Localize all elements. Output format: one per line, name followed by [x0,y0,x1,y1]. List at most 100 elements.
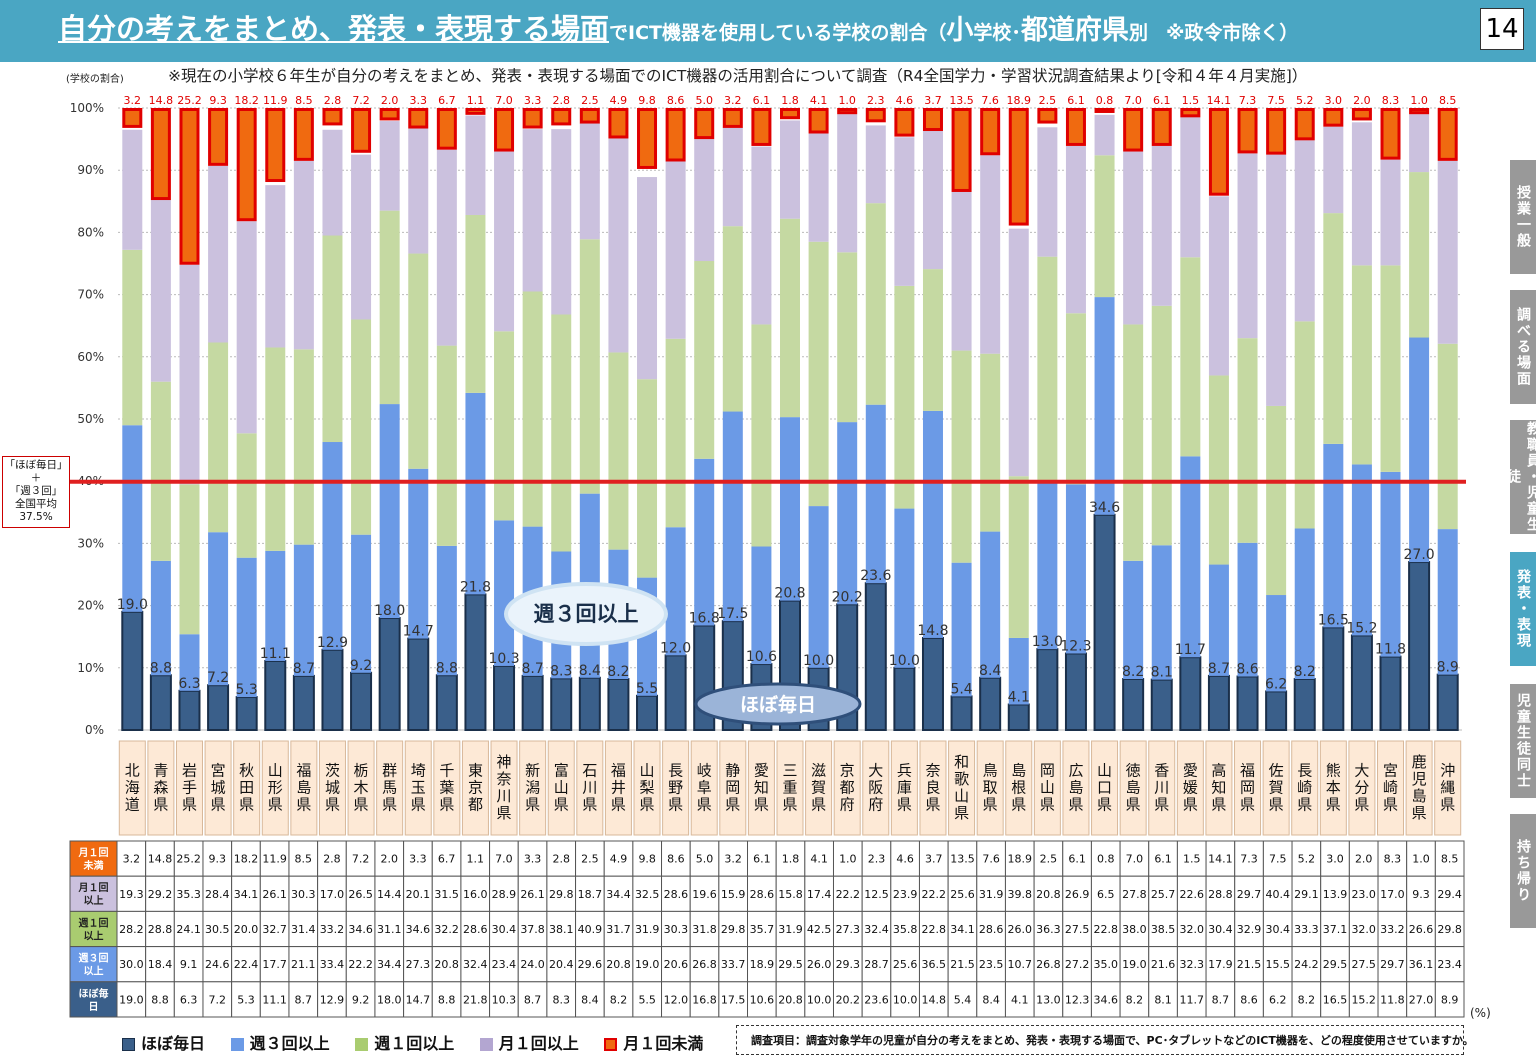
bar-monthly1-2 [179,264,200,485]
bar-monthly1-23 [780,120,800,219]
table-cell-weekly3-30: 23.5 [979,958,1004,971]
category-30-char-1: 取 [983,779,998,797]
bar-weekly3-40 [1266,595,1287,692]
bar-weekly1-4 [236,433,257,558]
bar-monthly1-3 [208,165,229,343]
bar-weekly1-45 [1409,172,1430,338]
side-tab-0[interactable]: 授業一般 [1510,160,1536,274]
bar-daily-7 [321,648,344,732]
table-cell-bg-weekly3-45 [1406,946,1436,983]
table-cell-monthly1-38: 28.8 [1208,888,1233,901]
category-33-char-2: 県 [1068,796,1083,814]
table-cell-bg-less-40 [1262,840,1293,877]
y-tick-0: 0% [85,723,104,737]
label-less-4: 18.2 [234,94,259,107]
category-22-char-0: 愛 [754,762,769,780]
category-39-char-2: 県 [1240,796,1255,814]
title-main: 自分の考えをまとめ、発表・表現する場面 [58,12,610,46]
bar-daily-19 [664,654,687,731]
category-23-char-0: 三 [782,762,797,780]
label-less-13: 7.0 [495,94,513,107]
bar-weekly1-9 [379,210,400,405]
category-21-char-1: 岡 [725,779,740,797]
category-45-char-2: 島 [1412,787,1427,805]
side-tab-4[interactable]: 児童生徒同士 [1510,684,1536,798]
table-cell-daily-16: 8.4 [581,993,599,1006]
table-cell-weekly3-2: 9.1 [180,958,198,971]
category-8-char-1: 木 [354,779,369,797]
table-cell-weekly3-22: 18.9 [750,958,775,971]
table-cell-daily-30: 8.4 [982,993,1000,1006]
bar-weekly3-10 [408,468,429,639]
legend-daily: ほぼ毎日 [122,1030,205,1054]
side-tab-5[interactable]: 持ち帰り [1510,814,1536,928]
side-tab-3[interactable]: 発表・表現 [1510,552,1536,666]
table-cell-monthly1-12: 16.0 [463,888,488,901]
side-tab-2[interactable]: 教職員・児童生徒 [1505,420,1536,534]
table-cell-monthly1-19: 28.6 [664,888,689,901]
table-cell-less-29: 13.5 [950,853,975,866]
table-cell-weekly1-38: 30.4 [1208,923,1233,936]
category-box-37 [1176,740,1204,836]
bar-less-31 [1008,108,1029,226]
category-21-char-2: 県 [725,796,740,814]
label-daily-2: 6.3 [178,676,200,692]
category-26-char-0: 大 [868,762,883,780]
table-cell-daily-11: 8.8 [438,993,456,1006]
bar-monthly1-28 [922,131,943,270]
table-cell-daily-3: 7.2 [209,993,227,1006]
label-daily-35: 8.2 [1122,664,1144,680]
table-cell-weekly3-14: 24.0 [520,958,545,971]
bar-weekly3-0 [122,425,143,612]
table-cell-monthly1-21: 15.9 [721,888,746,901]
label-less-46: 8.5 [1439,94,1457,107]
bar-monthly1-40 [1266,154,1287,406]
table-cell-less-16: 2.5 [581,853,599,866]
table-cell-bg-monthly1-14 [517,875,548,912]
bar-weekly3-46 [1437,529,1458,675]
category-4-char-2: 県 [239,796,254,814]
category-box-23 [776,740,804,836]
bar-daily-43 [1350,634,1373,731]
category-23-char-1: 重 [782,779,797,797]
table-cell-weekly1-13: 30.4 [492,923,517,936]
bar-less-34 [1094,108,1115,113]
table-cell-monthly1-3: 28.4 [205,888,230,901]
table-cell-bg-weekly1-46 [1434,910,1465,948]
table-cell-monthly1-44: 17.0 [1380,888,1405,901]
bar-daily-0 [121,610,144,732]
label-less-31: 18.9 [1007,94,1032,107]
table-cell-weekly3-12: 32.4 [463,958,488,971]
table-cell-bg-monthly1-7 [317,875,347,912]
category-12-char-1: 京 [468,779,483,797]
bar-less-16 [579,108,600,124]
table-cell-bg-weekly3-20 [689,946,720,983]
category-16-char-2: 県 [582,796,597,814]
table-cell-bg-weekly1-35 [1119,910,1150,948]
bar-monthly1-30 [980,155,1001,354]
bar-weekly1-6 [293,349,314,545]
table-cell-weekly3-4: 22.4 [234,958,259,971]
bar-daily-38 [1207,674,1230,731]
bar-weekly1-15 [551,314,572,552]
table-cell-weekly1-6: 31.4 [291,923,316,936]
table-cell-bg-weekly3-22 [747,946,777,983]
bar-weekly1-43 [1351,265,1372,465]
bar-weekly1-7 [322,235,343,443]
bar-less-41 [1294,108,1315,141]
category-5-char-2: 県 [268,796,283,814]
category-26-char-1: 阪 [868,779,883,797]
title-school: 小 [946,15,974,46]
category-box-33 [1062,740,1090,836]
table-cell-bg-monthly1-15 [546,875,577,912]
label-daily-24: 10.0 [803,653,834,669]
label-daily-41: 8.2 [1294,664,1316,680]
table-cell-bg-weekly1-34 [1090,910,1121,948]
bar-weekly3-36 [1151,545,1172,680]
bar-weekly3-20 [694,458,715,626]
bar-weekly1-46 [1437,343,1458,530]
table-cell-less-33: 6.1 [1068,853,1086,866]
category-35-char-0: 徳 [1126,762,1141,780]
side-tab-1[interactable]: 調べる場面 [1510,290,1536,404]
label-daily-43: 15.2 [1346,620,1377,636]
